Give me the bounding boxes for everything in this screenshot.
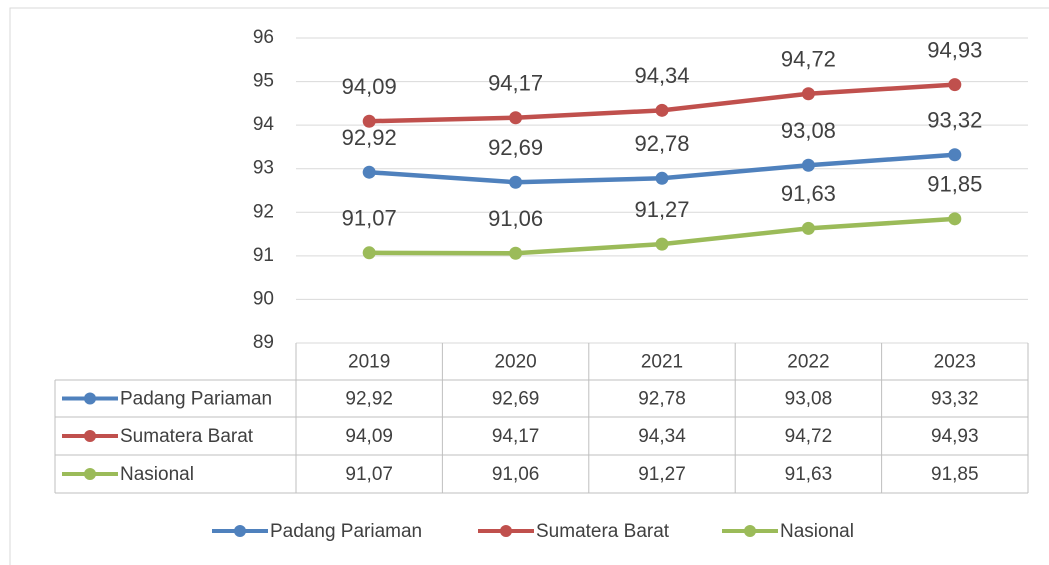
table-cell: 92,92: [345, 389, 393, 410]
table-cell: 91,06: [492, 464, 540, 485]
y-tick-label: 93: [253, 158, 274, 179]
point: [509, 111, 523, 125]
point: [655, 103, 669, 117]
table-cell: 93,08: [785, 389, 833, 410]
data-label: 93,08: [781, 118, 836, 143]
point: [801, 158, 815, 172]
data-label: 91,07: [342, 206, 397, 231]
table-series-name: Nasional: [120, 464, 194, 485]
y-tick-label: 94: [253, 114, 275, 135]
point: [362, 165, 376, 179]
table-cell: 92,78: [638, 389, 686, 410]
table-cell: 94,17: [492, 426, 540, 447]
point: [655, 171, 669, 185]
data-label: 94,72: [781, 47, 836, 72]
legend-label: Padang Pariaman: [270, 521, 422, 542]
data-label: 91,85: [927, 172, 982, 197]
data-label: 93,32: [927, 108, 982, 133]
table-cell: 92,69: [492, 389, 540, 410]
legend-marker: [500, 525, 512, 537]
data-label: 92,92: [342, 125, 397, 150]
point: [948, 212, 962, 226]
point: [655, 237, 669, 251]
point: [509, 246, 523, 260]
data-label: 91,27: [634, 197, 689, 222]
x-tick-label: 2023: [934, 352, 976, 373]
point: [362, 114, 376, 128]
table-series-name: Sumatera Barat: [120, 426, 254, 447]
data-label: 91,63: [781, 181, 836, 206]
point: [948, 78, 962, 92]
y-tick-label: 96: [253, 27, 274, 48]
x-tick-label: 2021: [641, 352, 683, 373]
y-tick-label: 92: [253, 201, 274, 222]
point: [801, 221, 815, 235]
y-tick-label: 89: [253, 332, 274, 353]
legend-label: Nasional: [780, 521, 854, 542]
table-cell: 91,63: [785, 464, 833, 485]
table-cell: 94,93: [931, 426, 979, 447]
table-cell: 94,34: [638, 426, 686, 447]
legend-marker: [234, 525, 246, 537]
table-cell: 91,85: [931, 464, 979, 485]
legend-marker: [744, 525, 756, 537]
table-legend-marker: [84, 392, 96, 405]
data-label: 94,17: [488, 71, 543, 96]
x-tick-label: 2022: [787, 352, 829, 373]
table-legend-marker: [84, 430, 96, 442]
table-series-name: Padang Pariaman: [120, 389, 272, 410]
table-cell: 93,32: [931, 389, 979, 410]
data-label: 94,93: [927, 37, 982, 62]
x-tick-label: 2020: [494, 352, 536, 373]
table-legend-marker: [84, 468, 96, 480]
point: [509, 175, 523, 189]
data-label: 94,09: [342, 74, 397, 99]
x-tick-label: 2019: [348, 352, 390, 373]
point: [801, 87, 815, 101]
table-cell: 91,27: [638, 464, 686, 485]
data-label: 91,06: [488, 206, 543, 231]
y-tick-label: 91: [253, 245, 274, 266]
table-cell: 94,09: [345, 426, 393, 447]
data-label: 94,34: [634, 63, 689, 88]
point: [362, 246, 376, 260]
y-tick-label: 95: [253, 71, 274, 92]
table-cell: 94,72: [785, 426, 833, 447]
data-label: 92,69: [488, 135, 543, 160]
table-cell: 91,07: [345, 464, 393, 485]
chart-border: [9, 7, 1049, 565]
point: [948, 148, 962, 162]
y-tick-label: 90: [253, 288, 274, 309]
data-label: 92,78: [634, 131, 689, 156]
legend-label: Sumatera Barat: [536, 521, 670, 542]
